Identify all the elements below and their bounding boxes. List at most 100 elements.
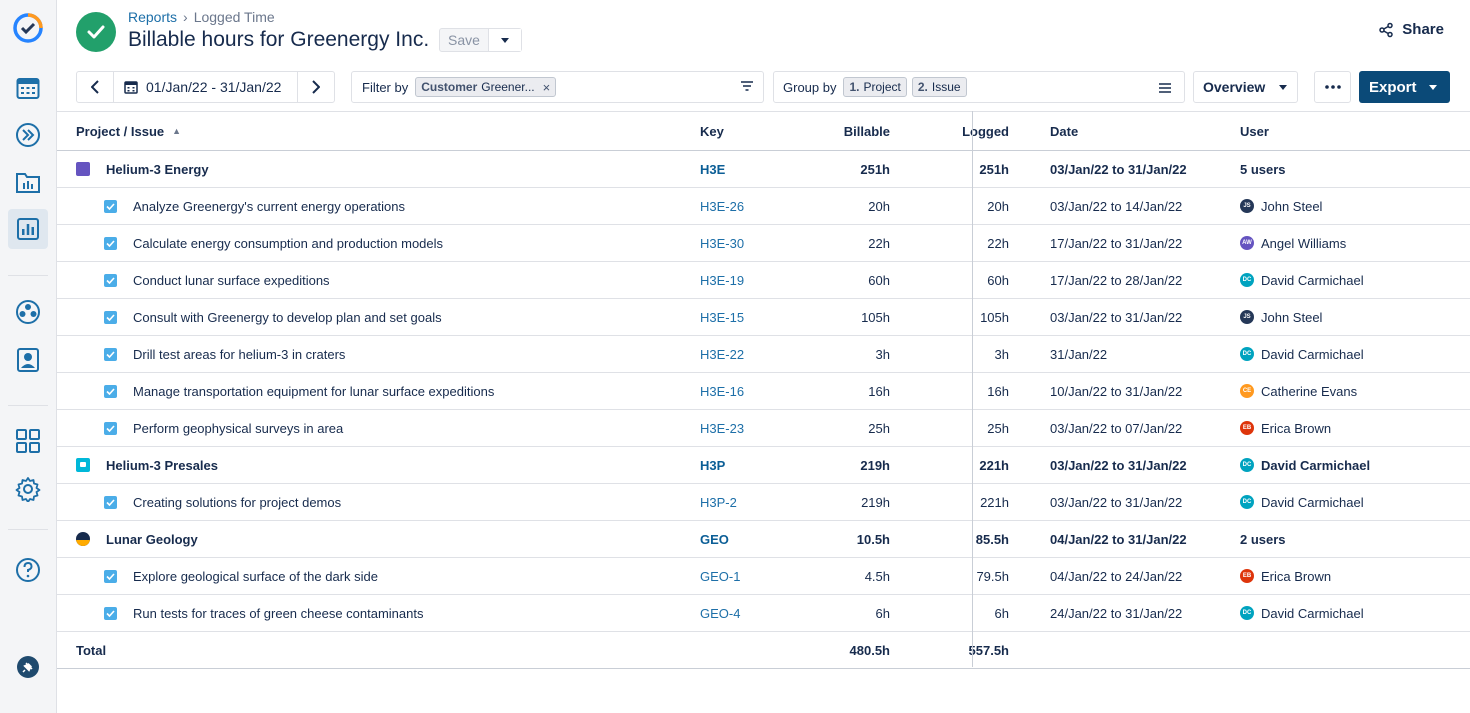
logged-cell: 16h (987, 383, 1009, 399)
issue-row[interactable]: Analyze Greenergy's current energy opera… (57, 188, 1470, 225)
project-group-row[interactable]: Lunar Geology GEO 10.5h 85.5h 04/Jan/22 … (57, 521, 1470, 558)
logged-cell: 105h (980, 309, 1009, 325)
column-header-date[interactable]: Date (1050, 123, 1079, 139)
group-chip-issue[interactable]: 2. Issue (911, 77, 967, 97)
share-button[interactable]: Share (1378, 21, 1444, 38)
issue-key-link[interactable]: H3E-30 (700, 235, 745, 251)
billable-cell: 22h (868, 235, 890, 251)
project-name: Helium-3 Presales (106, 457, 219, 473)
column-header-key[interactable]: Key (700, 123, 724, 139)
issue-row[interactable]: Run tests for traces of green cheese con… (57, 595, 1470, 632)
folder-chart-icon[interactable] (8, 162, 48, 202)
previous-period-button[interactable] (77, 72, 114, 102)
help-icon[interactable] (8, 550, 48, 590)
issue-row[interactable]: Calculate energy consumption and product… (57, 225, 1470, 262)
group-by-bar[interactable]: Group by 1. Project 2. Issue (773, 71, 1185, 103)
issue-row[interactable]: Manage transportation equipment for luna… (57, 373, 1470, 410)
group-chip-number: 2. (917, 80, 928, 94)
issue-key-link[interactable]: H3E-22 (700, 346, 745, 362)
date-cell: 03/Jan/22 to 31/Jan/22 (1050, 161, 1187, 177)
filter-bar[interactable]: Filter by Customer Greener... × (351, 71, 764, 103)
avatar: DC (1240, 495, 1254, 509)
user-profile-icon[interactable] (8, 340, 48, 380)
export-button[interactable]: Export (1359, 71, 1450, 103)
column-header-billable[interactable]: Billable (843, 123, 890, 139)
project-key-link[interactable]: GEO (700, 531, 729, 547)
group-chip-project[interactable]: 1. Project (843, 77, 907, 97)
view-select[interactable]: Overview (1193, 71, 1298, 103)
user-name[interactable]: David Carmichael (1261, 494, 1364, 510)
task-checkbox-icon (104, 569, 117, 583)
save-options-button[interactable] (488, 29, 521, 51)
issue-key-link[interactable]: H3E-15 (700, 309, 745, 325)
breadcrumb-reports-link[interactable]: Reports (128, 9, 178, 25)
hamburger-menu-icon[interactable] (1159, 81, 1171, 96)
issue-key-link[interactable]: H3E-23 (700, 420, 745, 436)
user-name[interactable]: David Carmichael (1261, 457, 1371, 473)
column-header-project-issue[interactable]: Project / Issue ▲ (76, 112, 181, 150)
breadcrumb-separator-icon: › (183, 9, 188, 25)
pin-icon[interactable] (8, 647, 48, 687)
chevron-left-icon (91, 80, 99, 94)
reports-icon[interactable] (8, 209, 48, 249)
issue-row[interactable]: Explore geological surface of the dark s… (57, 558, 1470, 595)
task-checkbox-icon (104, 495, 117, 509)
app-logo-icon[interactable] (8, 8, 48, 48)
user-name[interactable]: David Carmichael (1261, 346, 1364, 362)
user-name[interactable]: David Carmichael (1261, 605, 1364, 621)
user-name[interactable]: John Steel (1261, 309, 1323, 325)
issue-key-link[interactable]: H3E-26 (700, 198, 745, 214)
more-actions-button[interactable] (1314, 71, 1351, 103)
caret-down-icon (1279, 84, 1288, 90)
column-header-logged[interactable]: Logged (962, 123, 1009, 139)
column-header-user[interactable]: User (1240, 123, 1269, 139)
project-key-link[interactable]: H3E (700, 161, 726, 177)
avatar: DC (1240, 273, 1254, 287)
date-cell: 24/Jan/22 to 31/Jan/22 (1050, 605, 1183, 621)
settings-gear-icon[interactable] (8, 469, 48, 509)
issue-row[interactable]: Perform geophysical surveys in area H3E-… (57, 410, 1470, 447)
plan-forward-icon[interactable] (8, 115, 48, 155)
issue-key-link[interactable]: GEO-1 (700, 568, 741, 584)
calendar-icon[interactable] (8, 68, 48, 108)
total-row: Total 480.5h 557.5h (57, 632, 1470, 669)
user-name[interactable]: Angel Williams (1261, 235, 1347, 251)
group-chip-value: Project (863, 80, 901, 94)
save-button[interactable]: Save (440, 29, 489, 51)
group-by-label: Group by (783, 79, 837, 95)
filter-icon[interactable] (741, 80, 753, 95)
issue-row[interactable]: Drill test areas for helium-3 in craters… (57, 336, 1470, 373)
project-group-row[interactable]: Helium-3 Energy H3E 251h 251h 03/Jan/22 … (57, 151, 1470, 188)
next-period-button[interactable] (297, 72, 334, 102)
project-key-link[interactable]: H3P (700, 457, 726, 473)
issue-row[interactable]: Consult with Greenergy to develop plan a… (57, 299, 1470, 336)
breadcrumb-current[interactable]: Logged Time (193, 9, 275, 25)
user-name[interactable]: Erica Brown (1261, 568, 1332, 584)
date-cell: 10/Jan/22 to 31/Jan/22 (1050, 383, 1183, 399)
user-name[interactable]: John Steel (1261, 198, 1323, 214)
date-range-field[interactable]: 01/Jan/22 - 31/Jan/22 (114, 79, 297, 95)
issue-key-link[interactable]: H3E-16 (700, 383, 745, 399)
billable-cell: 105h (861, 309, 890, 325)
task-checkbox-icon (104, 606, 117, 620)
issue-summary: Calculate energy consumption and product… (133, 235, 444, 251)
apps-grid-icon[interactable] (8, 421, 48, 461)
project-group-row[interactable]: Helium-3 Presales H3P 219h 221h 03/Jan/2… (57, 447, 1470, 484)
issue-key-link[interactable]: H3E-19 (700, 272, 745, 288)
issue-key-link[interactable]: GEO-4 (700, 605, 741, 621)
issue-key-link[interactable]: H3P-2 (700, 494, 737, 510)
teams-icon[interactable] (8, 292, 48, 332)
task-checkbox-icon (104, 421, 117, 435)
task-checkbox-icon (104, 347, 117, 361)
remove-filter-icon[interactable]: × (542, 79, 551, 95)
user-name[interactable]: David Carmichael (1261, 272, 1364, 288)
date-cell: 04/Jan/22 to 24/Jan/22 (1050, 568, 1183, 584)
filter-chip-customer[interactable]: Customer Greener... × (415, 77, 557, 97)
issue-row[interactable]: Conduct lunar surface expeditions H3E-19… (57, 262, 1470, 299)
user-name[interactable]: Erica Brown (1261, 420, 1332, 436)
app-sidebar (0, 0, 57, 713)
user-name[interactable]: Catherine Evans (1261, 383, 1358, 399)
sort-ascending-icon[interactable]: ▲ (172, 126, 182, 136)
issue-row[interactable]: Creating solutions for project demos H3P… (57, 484, 1470, 521)
logged-cell: 251h (979, 161, 1009, 177)
